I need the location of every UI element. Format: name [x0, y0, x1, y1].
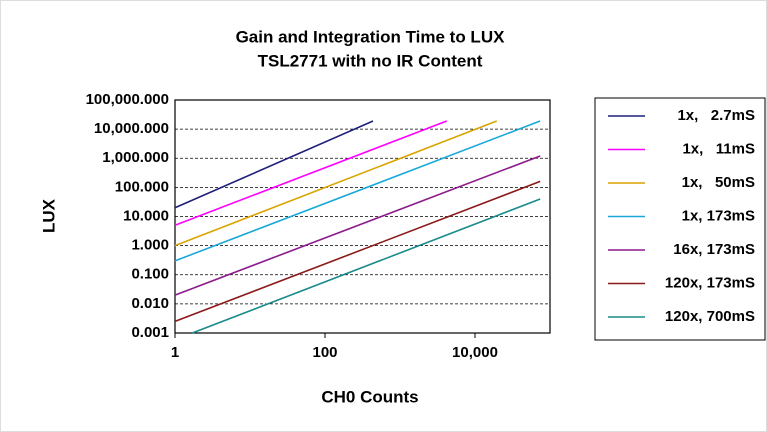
series-line — [174, 120, 448, 227]
legend-label: 1x, 50mS — [682, 174, 755, 191]
legend-label: 120x, 173mS — [665, 274, 755, 291]
y-tick-label: 0.100 — [131, 266, 169, 283]
x-axis-title: CH0 Counts — [321, 387, 418, 406]
series-line — [174, 155, 541, 296]
series-line — [174, 120, 541, 262]
y-tick-label: 10.000 — [123, 207, 169, 224]
chart-title: Gain and Integration Time to LUX — [236, 27, 506, 46]
chart-subtitle: TSL2771 with no IR Content — [258, 51, 483, 70]
legend-label: 1x, 173mS — [682, 207, 755, 224]
y-tick-label: 10,000.000 — [94, 120, 169, 137]
series-line — [174, 120, 498, 247]
x-tick-label: 1 — [171, 344, 179, 361]
y-tick-label: 1,000.000 — [102, 149, 169, 166]
y-tick-label: 0.001 — [131, 324, 169, 341]
legend-box — [594, 97, 766, 341]
y-tick-label: 0.010 — [131, 295, 169, 312]
series-line — [174, 180, 541, 323]
legend-label: 1x, 11mS — [682, 140, 755, 157]
y-axis-title: LUX — [39, 198, 58, 233]
series-line — [174, 120, 374, 209]
x-tick-label: 10,000 — [452, 344, 498, 361]
y-tick-label: 1.000 — [131, 237, 169, 254]
legend-label: 16x, 173mS — [673, 241, 755, 258]
legend-label: 120x, 700mS — [665, 308, 755, 325]
legend-label: 1x, 2.7mS — [677, 107, 755, 124]
x-tick-label: 100 — [312, 344, 337, 361]
series-line — [191, 198, 541, 334]
plot-frame — [174, 99, 551, 334]
y-tick-label: 100.000 — [115, 178, 169, 195]
y-tick-label: 100,000.000 — [86, 91, 169, 108]
